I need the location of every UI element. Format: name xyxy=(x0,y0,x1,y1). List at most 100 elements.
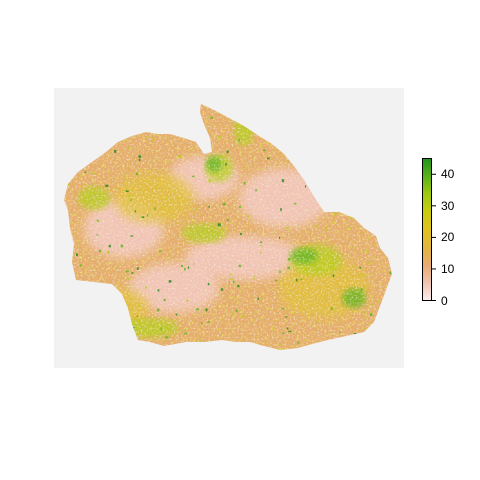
speckle xyxy=(354,332,357,335)
speckle xyxy=(226,218,229,222)
speckle xyxy=(362,183,365,186)
speckle xyxy=(378,127,381,130)
speckle xyxy=(70,236,72,238)
legend-tick-label: 40 xyxy=(441,167,455,182)
speckle xyxy=(76,253,78,257)
speckle xyxy=(222,202,226,206)
speckle xyxy=(327,136,330,138)
legend-tick-label: 10 xyxy=(441,261,455,276)
speckle xyxy=(351,265,354,268)
speckle xyxy=(260,318,262,319)
speckle xyxy=(192,175,195,178)
speckle xyxy=(165,198,167,201)
speckle xyxy=(145,286,147,289)
speckle xyxy=(81,124,84,127)
speckle xyxy=(344,140,347,142)
speckle xyxy=(144,136,147,138)
speckle xyxy=(281,308,285,310)
speckle xyxy=(238,264,242,268)
speckle xyxy=(114,150,117,153)
speckle xyxy=(184,332,187,335)
speckle xyxy=(286,123,289,127)
speckle xyxy=(391,301,392,304)
speckle xyxy=(88,330,91,332)
speckle xyxy=(360,170,362,173)
speckle xyxy=(120,244,124,248)
speckle xyxy=(138,304,141,307)
speckle xyxy=(131,272,134,274)
legend-tick-label: 0 xyxy=(441,293,448,308)
speckle xyxy=(338,331,341,333)
speckle xyxy=(64,342,65,346)
speckle xyxy=(72,338,75,340)
speckle xyxy=(334,212,337,215)
speckle xyxy=(374,174,377,176)
speckle xyxy=(377,346,379,349)
legend-tick-marks xyxy=(431,173,436,301)
speckle xyxy=(316,320,318,323)
speckle xyxy=(348,227,351,229)
speckle xyxy=(267,157,270,160)
speckle xyxy=(393,159,395,161)
speckle xyxy=(324,183,327,185)
speckle xyxy=(127,146,129,149)
speckle xyxy=(319,159,321,161)
speckle xyxy=(199,339,203,342)
speckle xyxy=(79,264,83,267)
speckle xyxy=(313,118,316,122)
speckle xyxy=(96,220,100,223)
speckle xyxy=(187,266,190,269)
speckle xyxy=(266,106,269,109)
speckle xyxy=(350,216,353,219)
speckle xyxy=(168,280,172,283)
speckle xyxy=(298,272,301,274)
speckle xyxy=(259,245,263,247)
speckle xyxy=(243,182,246,185)
speckle xyxy=(287,132,289,136)
speckle xyxy=(296,278,298,282)
speckle xyxy=(154,207,156,210)
speckle xyxy=(117,327,119,331)
speckle xyxy=(85,136,89,139)
speckle xyxy=(369,313,373,316)
speckle xyxy=(107,310,109,312)
speckle xyxy=(396,299,398,301)
speckle xyxy=(178,155,181,158)
speckle xyxy=(342,201,345,203)
speckle xyxy=(165,336,169,339)
speckle xyxy=(208,179,212,183)
speckle xyxy=(208,206,210,208)
speckle xyxy=(347,129,350,133)
speckle xyxy=(360,153,362,155)
speckle xyxy=(109,296,113,299)
speckle xyxy=(320,134,323,136)
speckle xyxy=(331,183,333,185)
speckle xyxy=(373,181,375,185)
speckle xyxy=(67,183,70,186)
speckle xyxy=(337,191,339,194)
speckle xyxy=(304,185,307,188)
speckle xyxy=(175,313,178,316)
speckle xyxy=(108,244,111,248)
speckle xyxy=(108,107,111,109)
speckle xyxy=(257,297,259,300)
speckle xyxy=(95,125,98,129)
speckle xyxy=(279,236,281,239)
speckle xyxy=(130,199,133,201)
speckle xyxy=(65,251,69,254)
speckle xyxy=(205,308,208,312)
speckle xyxy=(369,261,372,264)
speckle xyxy=(372,148,374,150)
speckle xyxy=(96,234,99,236)
speckle xyxy=(98,249,101,253)
speckle xyxy=(84,171,87,173)
speckle xyxy=(226,150,229,153)
speckle xyxy=(275,279,278,282)
speckle xyxy=(68,345,71,348)
speckle xyxy=(363,221,365,224)
speckle xyxy=(176,222,179,224)
speckle xyxy=(262,109,265,112)
map-region xyxy=(64,104,400,350)
speckle xyxy=(185,218,188,220)
speckle xyxy=(398,294,400,295)
